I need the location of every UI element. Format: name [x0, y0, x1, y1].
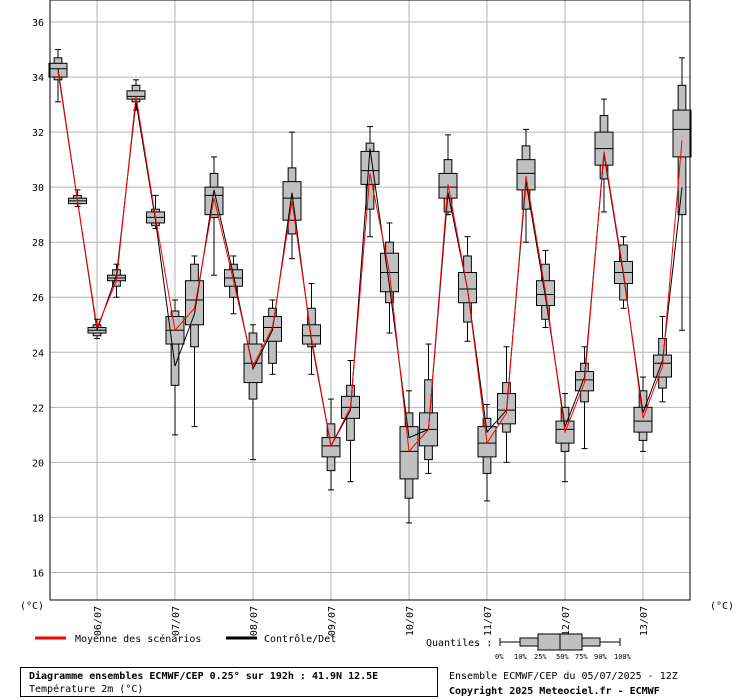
ensemble-box	[185, 255, 204, 428]
y-tick-label: 24	[32, 348, 44, 359]
y-tick-label: 16	[32, 568, 44, 579]
y-tick-label: 26	[32, 293, 44, 304]
y-tick-label: 28	[32, 238, 44, 249]
y-tick-label: 32	[32, 128, 44, 139]
y-unit-left: (°C)	[20, 601, 44, 612]
quantiles-label: Quantiles :	[426, 638, 492, 649]
quantile-label-10: 10%	[514, 653, 527, 661]
ensemble-box	[321, 398, 341, 491]
ensemble-box	[263, 299, 282, 375]
legend-control-label: Contrôle/Det	[264, 633, 336, 645]
plot-frame	[49, 0, 691, 601]
ensemble-box	[360, 126, 380, 238]
quantiles-key: Quantiles : 0% 10% 25% 50% 75% 90% 100%	[426, 633, 632, 661]
series-lines	[57, 68, 683, 453]
box-p25-p75	[399, 426, 419, 480]
box-p25-p75	[633, 406, 653, 433]
box-p25-p75	[185, 280, 204, 326]
box-p25-p75	[516, 159, 536, 191]
y-tick-label: 18	[32, 513, 44, 524]
title-box: Diagramme ensembles ECMWF/CEP 0.25° sur …	[20, 667, 438, 697]
x-tick-label: 13/07	[639, 606, 650, 636]
x-tick-label: 12/07	[561, 606, 572, 636]
x-tick-label: 07/07	[171, 606, 182, 636]
box-p25-p75	[360, 150, 380, 185]
y-tick-label: 22	[32, 403, 44, 414]
y-tick-labels: 16 18 20 22 24 26 28 30 32 34 36	[32, 18, 44, 579]
quantile-label-100: 100%	[614, 653, 632, 661]
ensemble-run-label: Ensemble ECMWF/CEP du 05/07/2025 - 12Z	[449, 671, 678, 682]
box-p25-p75	[672, 109, 692, 158]
chart-title: Diagramme ensembles ECMWF/CEP 0.25° sur …	[29, 671, 379, 682]
ensemble-box	[477, 404, 497, 502]
x-tick-label: 06/07	[93, 606, 104, 636]
ensemble-box	[438, 134, 458, 216]
x-tick-label: 08/07	[249, 606, 260, 636]
grid-lines	[50, 0, 690, 600]
y-tick-label: 34	[32, 73, 44, 84]
run-info: Ensemble ECMWF/CEP du 05/07/2025 - 12Z C…	[449, 669, 678, 699]
legend-mean-label: Moyenne des scénarios	[75, 633, 201, 645]
copyright-label: Copyright 2025 Meteociel.fr - ECMWF	[449, 686, 660, 697]
quantile-label-75: 75%	[575, 653, 588, 661]
quantile-label-0: 0%	[495, 653, 504, 661]
mean-series-line	[57, 71, 683, 453]
ensemble-box	[341, 360, 360, 483]
x-tick-labels: 06/07 07/07 08/07 09/07 10/07 11/07 12/07 13/07	[93, 606, 650, 636]
chart-subtitle: Température 2m (°C)	[29, 684, 144, 695]
control-series-line	[57, 68, 683, 448]
ensemble-box	[48, 49, 68, 103]
box-p25-p75	[321, 437, 341, 458]
x-tick-label: 11/07	[483, 606, 494, 636]
quantile-label-25: 25%	[534, 653, 547, 661]
quantile-label-90: 90%	[594, 653, 607, 661]
ensemble-box	[555, 393, 575, 483]
ensemble-box	[672, 57, 692, 331]
x-tick-label: 09/07	[327, 606, 338, 636]
boxplots	[48, 49, 692, 524]
ensemble-box	[243, 324, 263, 461]
y-tick-label: 30	[32, 183, 44, 194]
ensemble-box	[399, 390, 419, 524]
ensemble-box	[633, 376, 653, 452]
box-p10-p90	[170, 310, 180, 386]
box-p25-p75	[302, 324, 321, 345]
ensemble-box	[419, 343, 438, 474]
y-unit-right: (°C)	[710, 601, 734, 612]
ensemble-box	[594, 98, 614, 213]
ensemble-box	[302, 282, 321, 375]
legend: Moyenne des scénarios Contrôle/Det	[35, 633, 336, 645]
y-tick-label: 20	[32, 458, 44, 469]
x-tick-label: 10/07	[405, 606, 416, 636]
y-tick-label: 36	[32, 18, 44, 29]
quantile-label-50: 50%	[556, 653, 569, 661]
